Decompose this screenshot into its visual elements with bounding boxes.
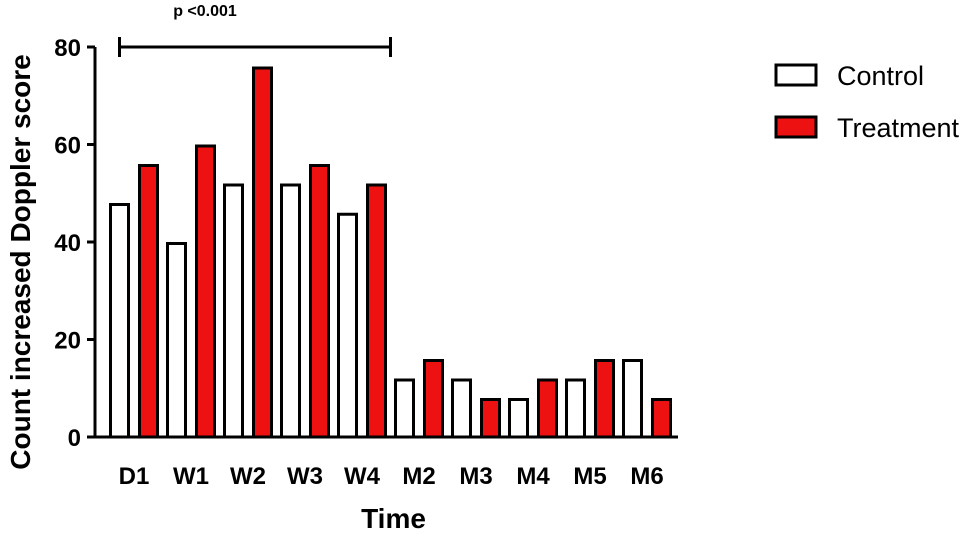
bars: [109, 66, 672, 439]
legend-swatch-control: [774, 63, 818, 87]
bar-treatment-d1: [138, 164, 159, 439]
bar-control-m6: [622, 359, 643, 439]
x-tick-label: W2: [230, 463, 266, 490]
x-tick-label: D1: [119, 463, 150, 490]
bar-treatment-m4: [537, 378, 558, 439]
bar-treatment-w3: [309, 164, 330, 439]
bar-treatment-m5: [594, 359, 615, 439]
bar-control-m3: [451, 378, 472, 439]
y-tick-label: 40: [54, 230, 81, 257]
legend-swatch-treatment: [774, 115, 818, 139]
y-tick-label: 0: [68, 425, 81, 452]
y-tick-label: 20: [54, 328, 81, 355]
x-tick-label: W4: [344, 463, 381, 490]
bar-control-w3: [280, 183, 301, 439]
x-tick-label: W3: [287, 463, 323, 490]
y-tick-label: 60: [54, 133, 81, 160]
x-tick-label: M4: [516, 463, 550, 490]
x-axis-ticks: D1 W1 W2 W3 W4 M2 M3 M4 M5 M6: [119, 463, 664, 490]
y-tick-label: 80: [54, 35, 81, 62]
legend-label-treatment: Treatment: [837, 113, 960, 143]
bar-control-w2: [223, 183, 244, 439]
bar-treatment-w1: [195, 144, 216, 439]
x-tick-label: W1: [173, 463, 209, 490]
bar-control-w1: [166, 242, 187, 439]
x-axis-title: Time: [361, 503, 426, 533]
x-tick-label: M2: [402, 463, 435, 490]
bar-treatment-m2: [423, 359, 444, 439]
y-axis-title: Count increased Doppler score: [5, 54, 36, 469]
bar-control-w4: [337, 212, 358, 439]
bar-treatment-w4: [366, 183, 387, 439]
x-tick-label: M6: [630, 463, 663, 490]
bar-control-m4: [508, 398, 529, 439]
bar-treatment-w2: [252, 66, 273, 439]
x-tick-label: M5: [573, 463, 606, 490]
bar-control-d1: [109, 203, 130, 439]
legend-label-control: Control: [837, 61, 924, 91]
significance-bracket: p <0.001: [118, 3, 392, 57]
bar-control-m2: [394, 378, 415, 439]
legend: Control Treatment: [774, 61, 960, 143]
bar-treatment-m6: [651, 398, 672, 439]
significance-label: p <0.001: [173, 3, 237, 20]
y-axis-ticks: 0 20 40 60 80: [54, 35, 95, 452]
bar-treatment-m3: [480, 398, 501, 439]
x-tick-label: M3: [459, 463, 492, 490]
bar-control-m5: [565, 378, 586, 439]
